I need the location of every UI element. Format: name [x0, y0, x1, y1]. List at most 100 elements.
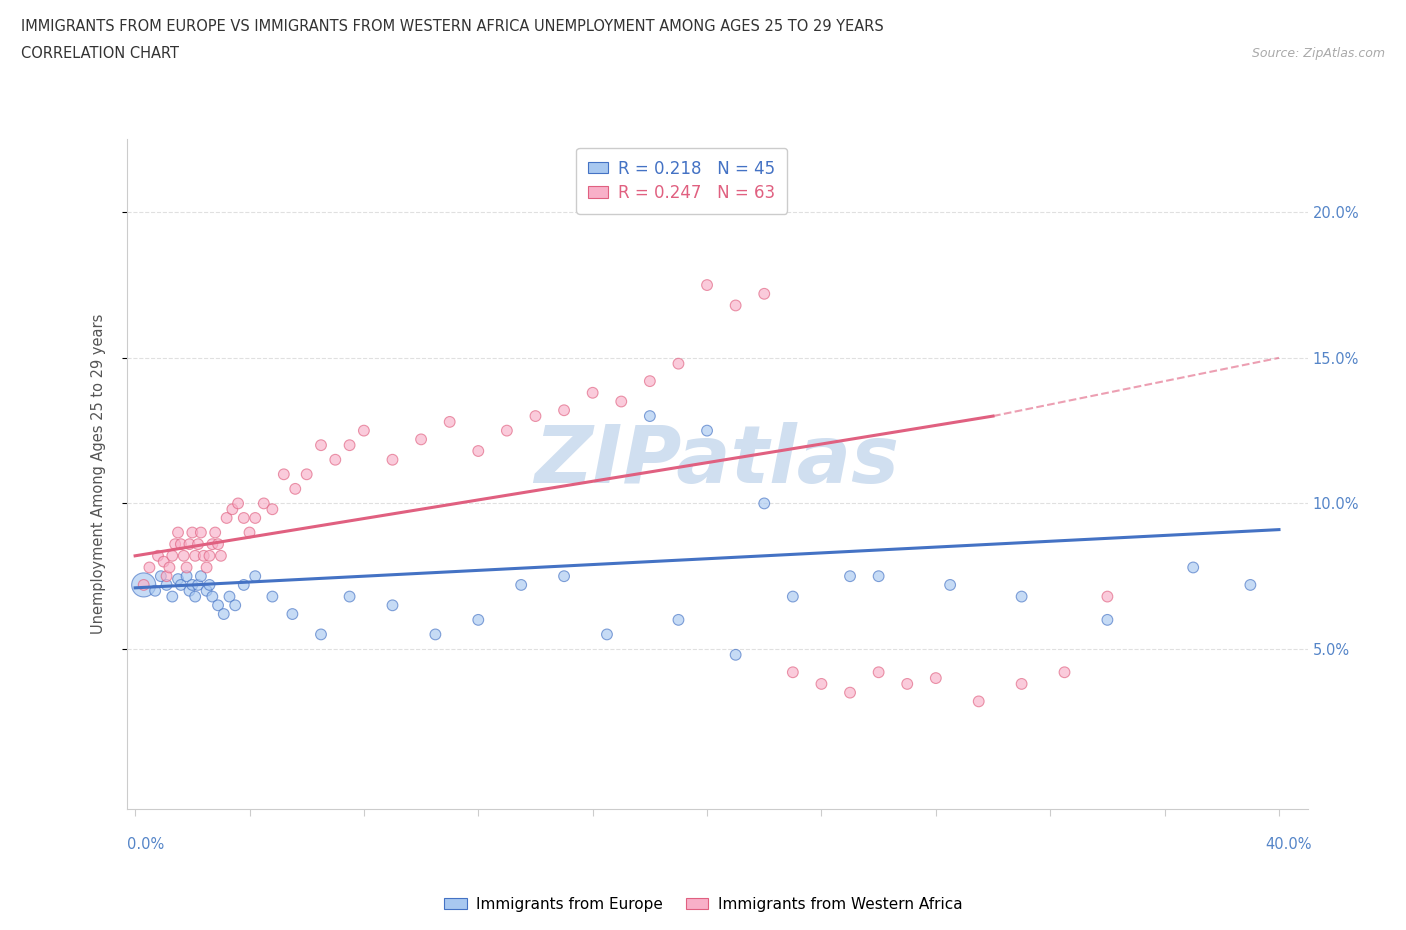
Point: [181, 525, 204, 540]
Point: [696, 278, 718, 293]
Point: [179, 537, 201, 551]
Point: [668, 613, 690, 628]
Point: [281, 606, 304, 621]
Point: [143, 583, 166, 598]
Point: [868, 569, 890, 584]
Point: [782, 589, 804, 604]
Point: [467, 613, 489, 628]
Point: [1053, 665, 1076, 680]
Point: [409, 432, 432, 446]
Legend: R = 0.218   N = 45, R = 0.247   N = 63: R = 0.218 N = 45, R = 0.247 N = 63: [576, 148, 787, 214]
Point: [138, 560, 160, 575]
Point: [353, 423, 375, 438]
Point: [381, 452, 404, 467]
Text: ZIPatlas: ZIPatlas: [534, 422, 900, 500]
Point: [179, 583, 201, 598]
Point: [201, 589, 224, 604]
Point: [553, 403, 575, 418]
Point: [339, 589, 361, 604]
Point: [339, 438, 361, 453]
Point: [176, 560, 198, 575]
Point: [839, 685, 862, 700]
Point: [381, 598, 404, 613]
Point: [181, 578, 204, 592]
Y-axis label: Unemployment Among Ages 25 to 29 years: Unemployment Among Ages 25 to 29 years: [91, 314, 105, 634]
Point: [190, 569, 212, 584]
Point: [207, 598, 229, 613]
Point: [582, 385, 605, 400]
Point: [724, 298, 747, 312]
Point: [226, 496, 249, 511]
Point: [162, 549, 184, 564]
Text: CORRELATION CHART: CORRELATION CHART: [21, 46, 179, 61]
Point: [221, 502, 243, 517]
Point: [165, 537, 187, 551]
Point: [596, 627, 619, 642]
Point: [238, 525, 260, 540]
Point: [295, 467, 318, 482]
Point: [1097, 613, 1119, 628]
Point: [170, 537, 193, 551]
Point: [193, 549, 215, 564]
Point: [187, 537, 209, 551]
Point: [782, 665, 804, 680]
Point: [273, 467, 295, 482]
Point: [190, 525, 212, 540]
Text: 40.0%: 40.0%: [1265, 837, 1312, 852]
Point: [212, 606, 235, 621]
Point: [253, 496, 276, 511]
Point: [262, 502, 284, 517]
Point: [896, 676, 918, 691]
Point: [309, 438, 332, 453]
Point: [810, 676, 832, 691]
Point: [207, 537, 229, 551]
Point: [425, 627, 447, 642]
Point: [132, 578, 155, 592]
Point: [1011, 676, 1033, 691]
Point: [159, 560, 181, 575]
Point: [524, 408, 547, 423]
Point: [925, 671, 948, 685]
Text: IMMIGRANTS FROM EUROPE VS IMMIGRANTS FROM WESTERN AFRICA UNEMPLOYMENT AMONG AGES: IMMIGRANTS FROM EUROPE VS IMMIGRANTS FRO…: [21, 19, 884, 33]
Text: Source: ZipAtlas.com: Source: ZipAtlas.com: [1251, 46, 1385, 60]
Point: [754, 496, 776, 511]
Point: [496, 423, 519, 438]
Point: [668, 356, 690, 371]
Point: [232, 511, 254, 525]
Point: [839, 569, 862, 584]
Point: [262, 589, 284, 604]
Point: [510, 578, 533, 592]
Point: [439, 415, 461, 430]
Point: [939, 578, 962, 592]
Point: [967, 694, 990, 709]
Point: [167, 525, 190, 540]
Text: 0.0%: 0.0%: [127, 837, 163, 852]
Point: [218, 589, 240, 604]
Point: [167, 572, 190, 587]
Point: [173, 549, 195, 564]
Point: [1239, 578, 1261, 592]
Point: [149, 569, 172, 584]
Point: [146, 549, 169, 564]
Point: [155, 578, 177, 592]
Point: [187, 578, 209, 592]
Point: [209, 549, 232, 564]
Point: [610, 394, 633, 409]
Point: [309, 627, 332, 642]
Point: [232, 578, 254, 592]
Point: [170, 578, 193, 592]
Point: [132, 578, 155, 592]
Point: [1011, 589, 1033, 604]
Point: [195, 583, 218, 598]
Point: [195, 560, 218, 575]
Point: [198, 549, 221, 564]
Point: [467, 444, 489, 458]
Point: [245, 569, 267, 584]
Point: [204, 525, 226, 540]
Point: [224, 598, 246, 613]
Point: [638, 408, 661, 423]
Point: [1097, 589, 1119, 604]
Point: [284, 482, 307, 497]
Point: [198, 578, 221, 592]
Point: [553, 569, 575, 584]
